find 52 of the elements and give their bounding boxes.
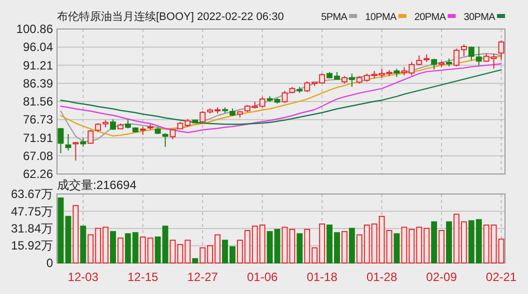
y-tick-label: 76.73 <box>22 112 54 127</box>
bar <box>342 231 348 264</box>
x-tick-label: 01-28 <box>366 270 398 284</box>
y-tick-label: 96.04 <box>22 40 54 54</box>
candlestick <box>348 73 355 88</box>
bar <box>431 221 438 264</box>
y-tick-label: 63.67万 <box>10 187 53 201</box>
y-tick-label: 67.08 <box>22 148 54 163</box>
x-tick-label: 02-21 <box>486 270 517 284</box>
bar <box>192 258 198 264</box>
y-tick-label: 47.75万 <box>10 204 53 218</box>
bar <box>110 231 116 264</box>
x-tick-label: 02-09 <box>426 270 458 284</box>
bar <box>118 238 124 264</box>
candlestick <box>431 58 438 70</box>
y-tick-label: 100.86 <box>16 22 54 36</box>
bar <box>446 221 452 264</box>
candlestick <box>110 118 116 130</box>
candlestick <box>65 134 72 152</box>
x-tick-label: 12-15 <box>128 270 159 284</box>
bar <box>394 233 400 264</box>
y-tick-label: 62.26 <box>22 167 54 181</box>
y-tick-label: 91.21 <box>22 58 54 72</box>
y-tick-label: 15.92万 <box>10 238 53 253</box>
bar <box>80 226 86 264</box>
x-tick-label: 12-27 <box>187 270 218 284</box>
candlestick <box>170 128 176 140</box>
bar <box>438 230 444 264</box>
x-tick-label: 01-06 <box>246 270 278 284</box>
candlestick <box>460 44 467 57</box>
candlestick <box>454 48 460 67</box>
chart-title: 成交量:216694 <box>57 178 137 192</box>
bar <box>72 205 79 264</box>
y-tick-label: 0 <box>46 256 54 270</box>
y-tick-label: 71.91 <box>22 130 54 145</box>
x-tick-label: 01-18 <box>306 270 338 284</box>
legend-label: 20PMA <box>414 12 446 23</box>
bar <box>296 233 303 264</box>
candlestick <box>498 40 504 60</box>
chart-title: 布伦特原油当月连续[BOOY] 2022-02-22 06:30 <box>57 10 284 23</box>
legend-label: 5PMA <box>321 12 348 23</box>
candlestick <box>58 128 64 154</box>
legend-label: 30PMA <box>464 12 496 23</box>
y-tick-label: 86.39 <box>22 76 54 90</box>
y-tick-label: 81.56 <box>22 94 54 108</box>
bar <box>348 228 355 264</box>
line-series <box>60 69 502 125</box>
candlestick <box>162 132 168 148</box>
x-tick-label: 12-03 <box>68 270 99 284</box>
candlestick <box>72 141 79 162</box>
y-tick-label: 31.84万 <box>10 221 53 236</box>
legend-label: 10PMA <box>365 12 398 23</box>
